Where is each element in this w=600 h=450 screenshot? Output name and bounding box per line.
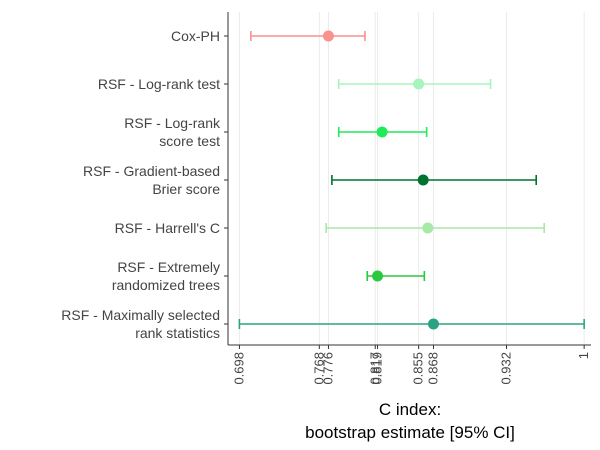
model-label-1-line-0: RSF - Log-rank test xyxy=(98,76,220,92)
x-axis-title-line-2: bootstrap estimate [95% CI] xyxy=(305,423,515,442)
x-tick-label-8: 1 xyxy=(576,352,591,359)
estimate-point-3 xyxy=(417,174,429,186)
x-tick-label-5: 0.855 xyxy=(411,352,426,385)
model-label-5-line-0: RSF - Extremely xyxy=(117,259,220,275)
model-label-2-line-0: RSF - Log-rank xyxy=(124,115,221,131)
model-label-6-line-1: rank statistics xyxy=(135,325,220,341)
x-tick-label-4: 0.819 xyxy=(370,352,385,385)
model-label-3-line-0: RSF - Gradient-based xyxy=(83,163,220,179)
estimate-point-0 xyxy=(322,30,334,42)
estimate-point-2 xyxy=(376,126,388,138)
estimate-point-5 xyxy=(372,270,384,282)
model-label-6-line-0: RSF - Maximally selected xyxy=(61,307,220,323)
x-tick-label-0: 0.698 xyxy=(231,352,246,385)
model-labels: Cox-PH RSF - Log-rank test RSF - Log-rank s… xyxy=(61,28,221,341)
x-tick-label-7: 0.932 xyxy=(499,352,514,385)
estimates xyxy=(238,30,585,330)
model-label-4-line-0: RSF - Harrell's C xyxy=(115,220,220,236)
model-label-5-line-1: randomized trees xyxy=(112,277,220,293)
estimate-point-1 xyxy=(413,78,425,90)
model-label-3-line-1: Brier score xyxy=(152,181,220,197)
x-tick-label-6: 0.868 xyxy=(425,352,440,385)
estimate-point-6 xyxy=(427,318,439,330)
model-label-2-line-1: score test xyxy=(159,133,220,149)
estimate-point-4 xyxy=(422,222,434,234)
gridlines xyxy=(238,12,585,345)
axes xyxy=(224,12,591,349)
x-tick-label-3: 0.817 xyxy=(367,352,382,385)
x-axis-title-line-1: C index: xyxy=(379,400,441,419)
x-tick-label-1: 0.768 xyxy=(311,352,326,385)
model-label-0-line-0: Cox-PH xyxy=(171,28,220,44)
x-tick-label-2: 0.776 xyxy=(320,352,335,385)
